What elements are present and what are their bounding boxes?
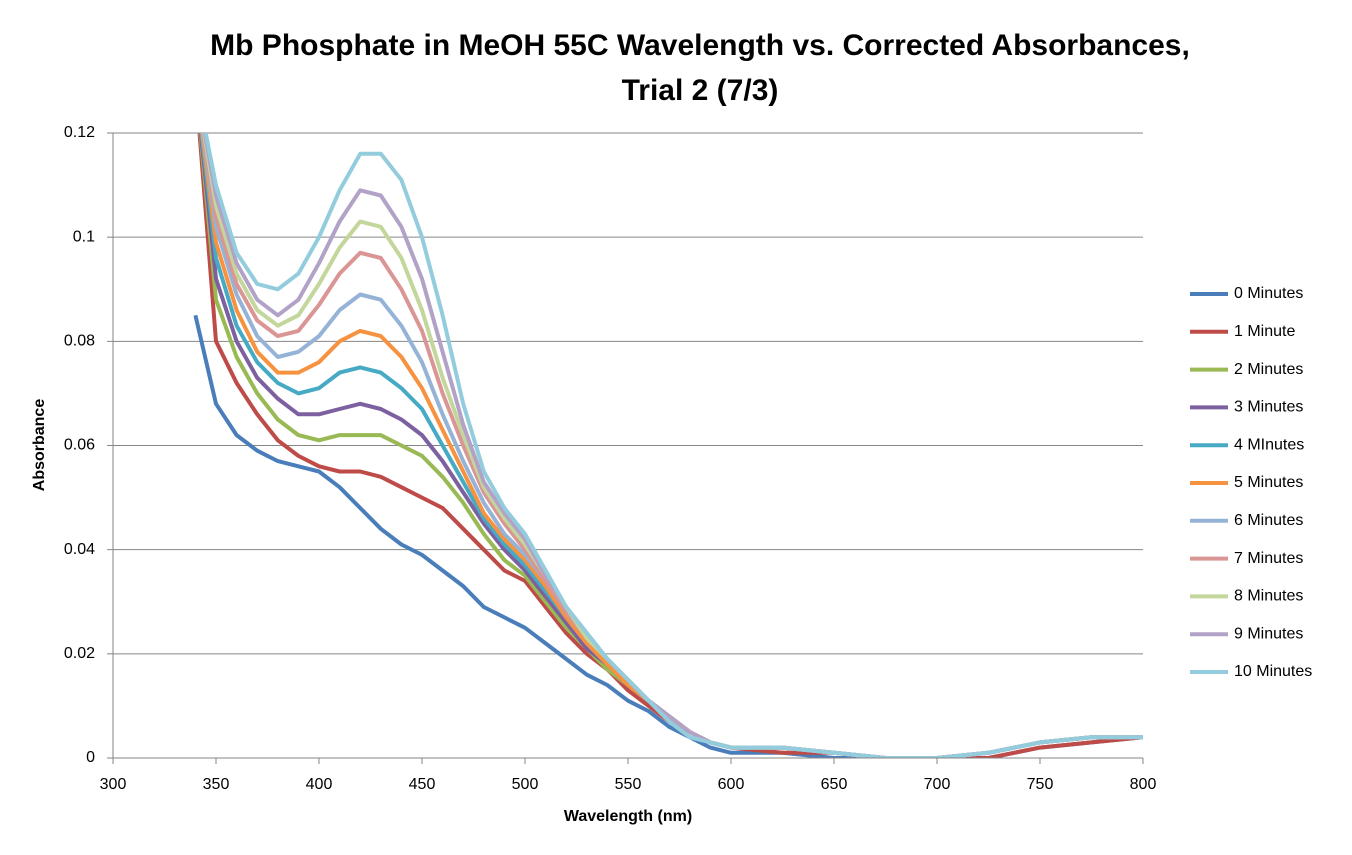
legend-label: 2 Minutes — [1234, 361, 1303, 378]
x-tick-label: 500 — [512, 776, 539, 793]
series-line — [201, 133, 1143, 758]
x-tick-label: 300 — [100, 776, 127, 793]
x-tick-label: 400 — [306, 776, 333, 793]
legend-label: 4 MInutes — [1234, 436, 1304, 453]
chart-subtitle: Trial 2 (7/3) — [622, 74, 779, 107]
axes: 0 0.02 0.04 0.06 0.08 0.1 0.12 300 350 400 450 500 5… — [64, 124, 1157, 793]
x-axis-label: Wavelength (nm) — [564, 808, 692, 825]
x-tick-label: 650 — [821, 776, 848, 793]
y-tick-label: 0.04 — [64, 541, 95, 558]
x-tick-label: 600 — [718, 776, 745, 793]
y-tick-label: 0.08 — [64, 333, 95, 350]
series-line — [193, 314, 1143, 758]
series-line — [198, 133, 1143, 758]
series-line — [198, 133, 1143, 758]
x-tick-label: 800 — [1130, 776, 1157, 793]
legend-label: 3 Minutes — [1234, 399, 1303, 416]
legend-label: 5 Minutes — [1234, 474, 1303, 491]
y-tick-label: 0.1 — [73, 228, 95, 245]
series-line — [197, 133, 1143, 758]
legend-label: 9 Minutes — [1234, 625, 1303, 642]
series-line — [203, 133, 1143, 758]
series-line — [201, 133, 1143, 758]
x-tick-label: 450 — [409, 776, 436, 793]
x-tick-label: 750 — [1027, 776, 1054, 793]
legend-label: 7 Minutes — [1234, 550, 1303, 567]
x-tick-label: 700 — [924, 776, 951, 793]
legend-label: 1 Minute — [1234, 323, 1295, 340]
legend-label: 10 Minutes — [1234, 663, 1312, 680]
series-line — [200, 133, 1143, 758]
series-line — [199, 133, 1143, 758]
legend-label: 8 Minutes — [1234, 588, 1303, 605]
plot-area — [193, 133, 1143, 758]
legend-label: 0 Minutes — [1234, 285, 1303, 302]
y-tick-label: 0.12 — [64, 124, 95, 141]
grid — [113, 132, 1143, 759]
x-tick-label: 350 — [203, 776, 230, 793]
y-axis-label: Absorbance — [31, 399, 48, 492]
legend-label: 6 Minutes — [1234, 512, 1303, 529]
y-tick-label: 0.02 — [64, 645, 95, 662]
chart-title: Mb Phosphate in MeOH 55C Wavelength vs. … — [210, 29, 1190, 62]
y-tick-label: 0.06 — [64, 437, 95, 454]
series-line — [200, 133, 1143, 758]
series-line — [202, 133, 1143, 758]
y-tick-label: 0 — [86, 749, 95, 766]
x-tick-label: 550 — [615, 776, 642, 793]
legend: 0 Minutes 1 Minute 2 Minutes 3 Minutes 4 MIn… — [1190, 285, 1312, 680]
